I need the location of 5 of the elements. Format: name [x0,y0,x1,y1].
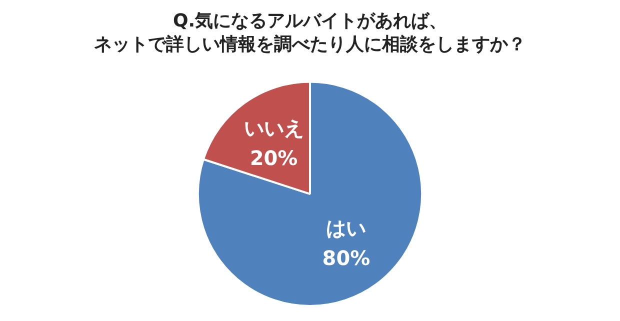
slice-label: はい [326,216,366,240]
slice-label: いいえ [244,116,304,140]
data-label: 80% [322,246,370,270]
chart-title: Q.気になるアルバイトがあれば、ネットで詳しい情報を調べたり人に相談をしますか？ [94,10,526,55]
data-label: 20% [250,146,298,170]
